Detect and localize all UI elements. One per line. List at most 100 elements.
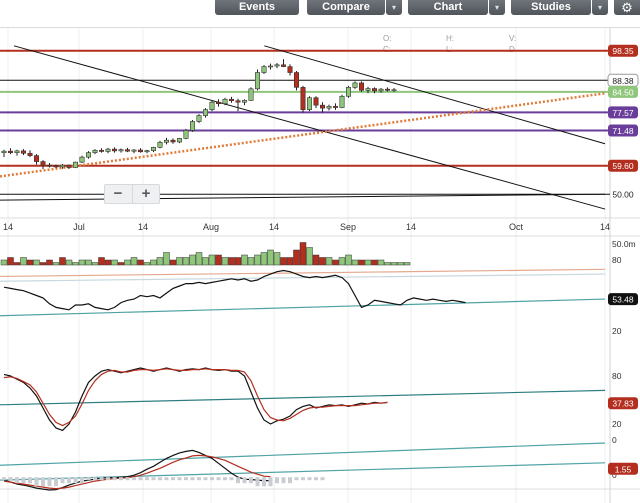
macd-histogram-bar — [47, 477, 52, 487]
macd-histogram-bar — [28, 477, 32, 484]
candle-body — [196, 115, 202, 122]
macd-histogram-bar — [275, 477, 279, 484]
candle-body — [300, 87, 306, 110]
macd-histogram-bar — [41, 477, 45, 487]
volume-bar — [312, 254, 320, 266]
candle-body — [209, 101, 215, 110]
volume-bar — [20, 257, 27, 266]
candle-body — [248, 88, 254, 101]
candle-body — [118, 149, 124, 152]
macd-histogram-bar — [138, 477, 143, 481]
date-tick-label: Jul — [73, 222, 85, 232]
price-level-label: 84.50 — [612, 87, 634, 97]
stochastic-tick-label: 80 — [612, 371, 622, 381]
macd-histogram-bar — [203, 477, 208, 481]
macd-histogram-bar — [125, 477, 130, 481]
macd-histogram-bar — [288, 477, 292, 484]
zoom-in-button[interactable]: + — [132, 185, 159, 203]
candle-body — [274, 64, 280, 67]
macd-histogram-bar — [99, 477, 104, 481]
stochastic-value-tag — [608, 397, 638, 410]
volume-bar — [221, 257, 229, 266]
macd-histogram-bar — [80, 477, 84, 484]
macd-histogram-bar — [86, 477, 91, 481]
volume-bar — [156, 257, 164, 266]
zoom-out-button[interactable]: − — [113, 185, 123, 202]
compare-button[interactable]: Compare — [307, 0, 385, 15]
candle-body — [170, 139, 176, 143]
settings-gear-icon[interactable]: ⚙ — [614, 0, 640, 15]
macd-histogram-bar — [255, 477, 260, 487]
volume-bar — [364, 259, 372, 266]
volume-bar — [319, 257, 326, 266]
candle-body — [46, 164, 52, 167]
candle-body — [216, 101, 222, 104]
change-readout: D: — [509, 45, 517, 54]
studies-button[interactable]: Studies — [511, 0, 591, 15]
macd-histogram-bar — [190, 477, 195, 481]
volume-bar — [332, 259, 339, 266]
date-tick-label: 14 — [406, 222, 416, 232]
candle-body — [66, 164, 72, 168]
volume-bar — [234, 257, 242, 266]
events-button[interactable]: Events — [215, 0, 299, 15]
macd-series-line — [3, 454, 271, 490]
rsi-tick-label: 80 — [612, 255, 622, 265]
studies-dropdown-icon[interactable]: ▾ — [592, 0, 608, 15]
stochastic-tick-label: 20 — [612, 419, 622, 429]
volume-bar — [33, 259, 40, 266]
trend-line — [0, 193, 606, 201]
volume-bar — [299, 242, 307, 266]
price-level-tag — [608, 106, 638, 119]
macd-histogram-bar — [242, 477, 247, 484]
volume-bar — [377, 259, 385, 266]
stochastic-value-label: 37.83 — [612, 399, 634, 409]
candle-body — [235, 100, 241, 103]
volume-bar — [351, 259, 359, 266]
candle-body — [261, 66, 267, 73]
candle-body — [267, 65, 273, 68]
candle-body — [384, 88, 390, 91]
candle-body — [378, 88, 384, 92]
price-level-label: 98.35 — [612, 46, 634, 56]
price-level-label: 50.00 — [612, 190, 634, 200]
candle-body — [33, 155, 39, 162]
candle-body — [40, 161, 46, 166]
macd-histogram-bar — [15, 477, 19, 484]
candle-body — [183, 130, 189, 139]
volume-bar — [46, 259, 53, 266]
macd-histogram-bar — [93, 477, 97, 481]
macd-tick-label: 0 — [612, 470, 617, 480]
volume-bar — [208, 254, 216, 266]
date-tick-label: 14 — [600, 222, 610, 232]
candle-body — [157, 141, 163, 148]
candle-body — [144, 150, 150, 153]
low-readout: L: — [446, 45, 453, 54]
macd-histogram-bar — [73, 477, 78, 484]
candle-body — [53, 165, 59, 168]
macd-histogram-bar — [8, 477, 13, 481]
macd-histogram-bar — [164, 477, 169, 481]
rsi-trend-line — [0, 298, 606, 317]
macd-histogram-bar — [158, 477, 162, 481]
macd-histogram-bar — [184, 477, 188, 481]
volume-bar — [247, 257, 255, 266]
volume-bar — [280, 257, 287, 266]
price-level-tag — [608, 124, 638, 137]
candle-body — [59, 164, 65, 168]
macd-histogram-bar — [132, 477, 136, 481]
macd-histogram-bar — [301, 477, 305, 481]
volume-bar — [345, 254, 352, 266]
volume-bar — [254, 254, 261, 266]
chart-dropdown-icon[interactable]: ▾ — [489, 0, 505, 15]
volume-bar — [215, 254, 222, 266]
volume-bar — [72, 262, 79, 266]
close-readout: C: — [383, 45, 391, 54]
macd-histogram-bar — [223, 477, 227, 481]
chart-button[interactable]: Chart — [408, 0, 488, 15]
macd-histogram-bar — [2, 477, 6, 481]
volume-bar — [130, 257, 138, 266]
candle-body — [151, 147, 157, 151]
candle-body — [326, 106, 332, 109]
compare-dropdown-icon[interactable]: ▾ — [386, 0, 402, 15]
